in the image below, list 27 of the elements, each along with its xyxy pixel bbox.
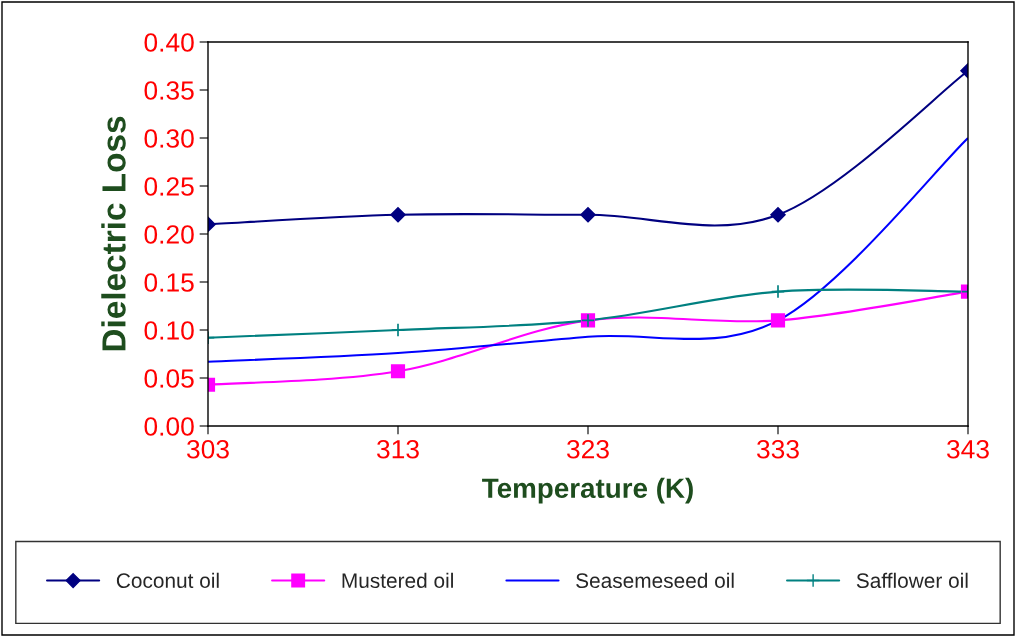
y-tick-label: 0.35 — [144, 81, 194, 100]
point — [770, 207, 786, 223]
point — [390, 207, 406, 223]
y-tick-label: 0.40 — [144, 33, 194, 52]
legend-label: Seasemeseed oil — [576, 572, 734, 589]
point — [390, 364, 406, 379]
y-tick-label: 0.25 — [144, 177, 194, 196]
x-tick-label: 323 — [566, 439, 609, 459]
x-tick-label: 313 — [376, 439, 419, 459]
y-tick-label: 0.15 — [144, 273, 194, 292]
x-tick-label: 343 — [946, 439, 989, 459]
point — [770, 284, 786, 299]
x-tick-label: 333 — [756, 439, 799, 459]
point — [770, 313, 786, 328]
x-tick-label: 303 — [186, 439, 229, 459]
point — [580, 207, 596, 223]
y-tick-label: 0.20 — [144, 225, 194, 244]
y-tick-label: 0.30 — [144, 129, 194, 148]
x-axis-title: Temperature (K) — [482, 477, 693, 504]
y-tick-label: 0.05 — [144, 369, 194, 388]
legend-label: Mustered oil — [342, 572, 453, 589]
y-tick-label: 0.10 — [144, 321, 194, 340]
y-tick-label: 0.00 — [144, 417, 194, 436]
y-axis-title: Dielectric Loss — [101, 116, 126, 351]
line-series — [208, 136, 968, 363]
legend-label: Coconut oil — [116, 572, 219, 589]
legend-label: Safflower oil — [856, 572, 968, 589]
